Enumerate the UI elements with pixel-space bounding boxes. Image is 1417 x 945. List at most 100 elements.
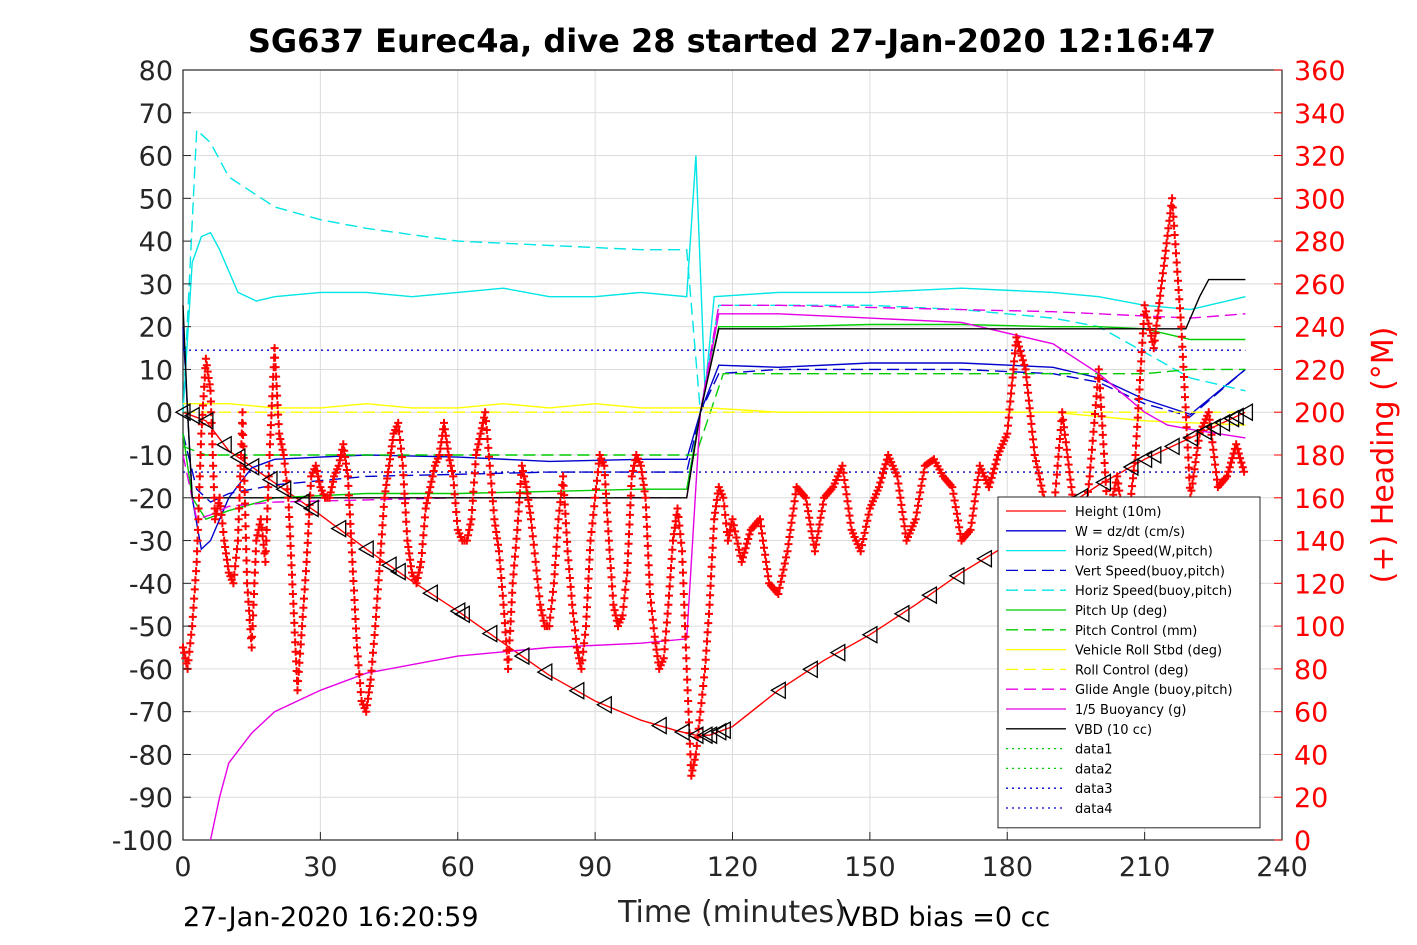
heading-marker	[1098, 421, 1107, 430]
heading-marker	[1172, 249, 1180, 258]
heading-marker	[290, 618, 299, 627]
heading-marker	[881, 460, 890, 469]
depth-marker	[330, 519, 347, 538]
heading-marker	[1137, 357, 1146, 366]
heading-marker	[237, 429, 246, 438]
legend-entry-label: Height (10m)	[1075, 505, 1161, 520]
heading-marker	[687, 771, 696, 780]
heading-marker	[708, 553, 717, 562]
heading-marker	[1227, 458, 1235, 467]
heading-marker	[644, 551, 653, 560]
heading-marker	[298, 622, 307, 631]
heading-marker	[513, 516, 522, 525]
heading-marker	[779, 565, 788, 574]
heading-marker	[992, 455, 1001, 464]
heading-marker	[579, 647, 588, 656]
heading-marker	[504, 655, 513, 664]
heading-marker	[400, 489, 409, 498]
y-tick-label-right: 320	[1294, 142, 1346, 173]
heading-marker	[703, 628, 712, 637]
heading-marker	[508, 579, 517, 588]
heading-marker	[1187, 486, 1196, 495]
heading-marker	[706, 581, 715, 590]
heading-marker	[372, 603, 381, 612]
heading-marker	[683, 675, 692, 684]
heading-marker	[1051, 488, 1060, 497]
heading-marker	[271, 363, 280, 372]
y-tick-label-left: -20	[129, 484, 173, 515]
heading-marker	[1132, 441, 1140, 450]
depth-marker	[650, 716, 667, 735]
heading-marker	[1209, 445, 1218, 454]
y-tick-label-right: 220	[1294, 355, 1346, 386]
heading-marker	[1060, 430, 1069, 439]
heading-marker	[487, 479, 496, 488]
heading-marker	[561, 509, 570, 518]
footer-timestamp: 27-Jan-2020 16:20:59	[183, 902, 479, 933]
heading-layer	[179, 194, 1249, 780]
heading-marker	[242, 556, 251, 565]
heading-marker	[1091, 401, 1100, 410]
heading-marker	[1059, 415, 1068, 424]
heading-marker	[1036, 475, 1044, 484]
heading-marker	[566, 582, 575, 591]
heading-marker	[602, 489, 610, 498]
heading-marker	[241, 499, 249, 508]
heading-marker	[345, 510, 354, 519]
heading-marker	[707, 572, 716, 581]
depth-marker	[1122, 457, 1139, 477]
legend-entry-label: Pitch Up (deg)	[1075, 604, 1167, 619]
heading-marker	[553, 524, 562, 533]
heading-marker	[287, 561, 296, 570]
heading-marker	[722, 519, 731, 528]
heading-marker	[601, 480, 610, 489]
heading-marker	[729, 521, 738, 530]
heading-marker	[608, 591, 617, 600]
depth-marker	[243, 457, 260, 476]
heading-marker	[1114, 479, 1123, 488]
heading-marker	[348, 567, 357, 576]
depth-marker	[921, 585, 938, 605]
heading-marker	[719, 493, 728, 502]
heading-marker	[844, 504, 853, 513]
heading-marker	[554, 515, 563, 524]
heading-marker	[257, 523, 266, 532]
heading-marker	[1211, 460, 1220, 469]
heading-marker	[240, 488, 249, 497]
heading-marker	[1190, 465, 1199, 474]
heading-marker	[628, 467, 637, 475]
heading-marker	[667, 564, 675, 573]
y-tick-label-left: 80	[139, 56, 173, 87]
heading-marker	[1181, 403, 1190, 412]
heading-marker	[253, 531, 262, 540]
heading-marker	[417, 549, 426, 557]
heading-marker	[497, 574, 506, 582]
heading-marker	[483, 435, 492, 443]
heading-marker	[539, 616, 548, 625]
x-tick-label: 210	[1119, 852, 1171, 883]
heading-marker	[259, 540, 268, 549]
heading-marker	[973, 476, 982, 484]
heading-marker	[594, 459, 603, 468]
heading-marker	[529, 540, 538, 549]
heading-marker	[1132, 432, 1141, 441]
heading-marker	[197, 429, 206, 438]
heading-marker	[506, 617, 515, 626]
heading-marker	[1225, 463, 1234, 472]
heading-marker	[1063, 453, 1072, 462]
heading-marker	[1088, 445, 1096, 454]
heading-marker	[326, 488, 335, 497]
heading-marker	[818, 500, 827, 509]
heading-marker	[1088, 436, 1097, 445]
heading-marker	[329, 477, 337, 486]
heading-marker	[239, 453, 248, 462]
heading-marker	[1140, 301, 1149, 310]
heading-marker	[757, 522, 765, 531]
y-ticks-left: 80 70 60 50 40 30 20 10 0 -10 -20 -30 -40 -50 -60 -70 -8…	[112, 56, 191, 857]
heading-marker	[190, 585, 199, 594]
heading-marker	[247, 643, 256, 652]
heading-marker	[473, 445, 482, 454]
legend-entry-label: data1	[1075, 743, 1113, 758]
heading-marker	[1055, 443, 1064, 452]
heading-marker	[1136, 376, 1144, 385]
